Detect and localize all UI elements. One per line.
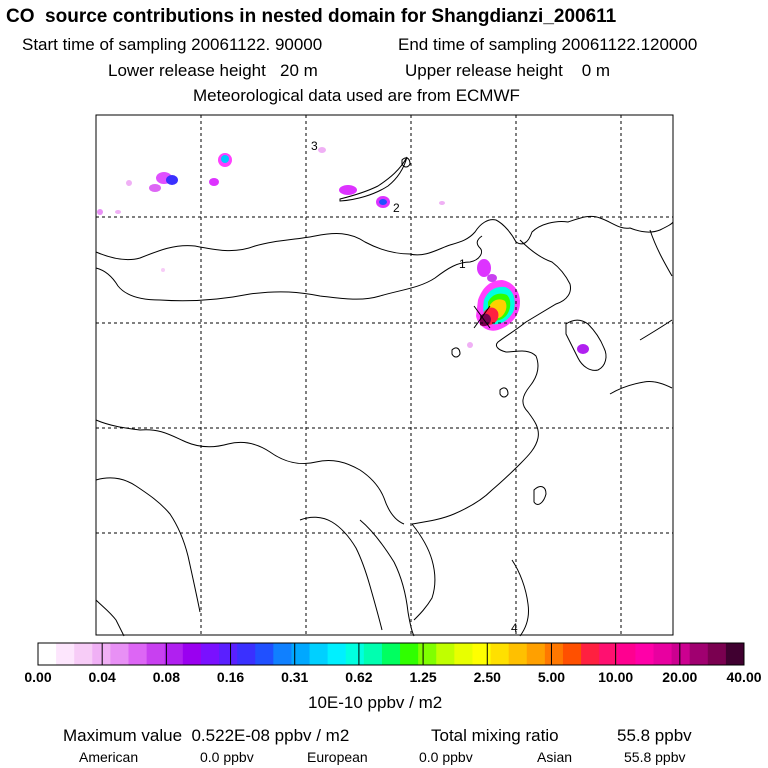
map-title: CO source contributions in nested domain… [6, 6, 617, 27]
colorbar-cell [617, 643, 636, 665]
colorbar-tick-label: 0.04 [88, 669, 116, 685]
plume-nw-4 [209, 178, 219, 186]
colorbar-cell [345, 643, 365, 665]
plume-nw-6 [97, 209, 103, 215]
colorbar-cell [599, 643, 618, 665]
colorbar-cell [219, 643, 238, 665]
colorbar-cell [255, 643, 274, 665]
colorbar-cell [562, 643, 582, 665]
plume-nw-2-core [166, 175, 178, 185]
total-mixing-ratio-value: 55.8 ppbv [617, 726, 692, 745]
plume-nw-7 [115, 210, 121, 214]
colorbar-cell [400, 643, 419, 665]
colorbar-tick-label: 40.00 [726, 669, 762, 685]
colorbar-cell [436, 643, 455, 665]
colorbar-cell [418, 643, 437, 665]
colorbar-cell [56, 643, 75, 665]
plume-nw-1-core [221, 155, 229, 163]
graticule [96, 115, 673, 635]
colorbar-tick-label: 0.62 [345, 669, 373, 685]
plume-south-speck [467, 342, 473, 348]
plume-north-speck [318, 147, 326, 153]
colorbar-cell [146, 643, 166, 665]
site-label-2: 2 [393, 201, 400, 215]
colorbar-cell [671, 643, 691, 665]
maximum-value-label: Maximum value 0.522E-08 ppbv / m2 [63, 726, 350, 745]
asian-label: Asian [537, 749, 573, 765]
plume-north [477, 259, 491, 277]
colorbar-cell [581, 643, 600, 665]
colorbar-cell [526, 643, 546, 665]
colorbar-cell [707, 643, 727, 665]
plume-baikal [339, 185, 357, 195]
coastlines [95, 156, 674, 637]
colorbar-cell [237, 643, 256, 665]
colorbar-tick-label: 0.08 [152, 669, 180, 685]
american-label: American [79, 749, 139, 765]
plume-speck-3 [161, 268, 165, 272]
colorbar-cell [273, 643, 292, 665]
met-data-label: Meteorological data used are from ECMWF [193, 86, 520, 105]
colorbar-cell [200, 643, 220, 665]
colorbar-tick-label: 20.00 [662, 669, 698, 685]
lower-release-label: Lower release height 20 m [108, 61, 318, 80]
colorbar-cell [725, 643, 745, 665]
asian-value: 55.8 ppbv [624, 749, 686, 765]
plume-speck-2 [439, 201, 445, 205]
upper-release-label: Upper release height 0 m [405, 61, 611, 80]
colorbar-cell [689, 643, 709, 665]
european-label: European [307, 749, 368, 765]
colorbar-tick-label: 5.00 [537, 669, 566, 685]
colorbar-cell [182, 643, 202, 665]
colorbar-tick-label: 1.25 [409, 669, 437, 685]
plume-nw-5 [126, 180, 132, 186]
colorbar-cell [381, 643, 401, 665]
plume-east-siberia-core [379, 199, 387, 205]
american-value: 0.0 ppbv [200, 749, 254, 765]
plume-north-2 [487, 274, 497, 282]
plume-nw-3 [149, 184, 161, 192]
total-mixing-ratio-label: Total mixing ratio [431, 726, 559, 745]
colorbar-cell [635, 643, 654, 665]
site-label-3: 3 [311, 139, 318, 153]
colorbar-unit: 10E-10 ppbv / m2 [308, 693, 443, 712]
site-label-1: 1 [459, 257, 466, 271]
start-time-label: Start time of sampling 20061122. 90000 [22, 35, 323, 54]
colorbar-cell [74, 643, 93, 665]
colorbar-cell [38, 643, 57, 665]
concentration-plumes [97, 147, 589, 354]
colorbar-cell [363, 643, 383, 665]
colorbar-frame [37, 642, 745, 666]
colorbar-cell [92, 643, 111, 665]
colorbar-tick-label: 0.16 [216, 669, 245, 685]
colorbar-cell [454, 643, 473, 665]
colorbar-tick-label: 0.00 [24, 669, 52, 685]
plume-korea [577, 344, 589, 354]
european-value: 0.0 ppbv [419, 749, 473, 765]
colorbar-tick-label: 0.31 [281, 669, 309, 685]
colorbar-cell [653, 643, 673, 665]
colorbar-cell [508, 643, 528, 665]
colorbar-cell [128, 643, 148, 665]
colorbar-tick-label: 10.00 [598, 669, 634, 685]
colorbar-cell [544, 643, 564, 665]
colorbar-cell [309, 643, 329, 665]
colorbar-cell [472, 643, 492, 665]
colorbar-cell [164, 643, 184, 665]
colorbar-cell [327, 643, 347, 665]
end-time-label: End time of sampling 20061122.120000 [398, 35, 698, 54]
colorbar-cell [490, 643, 510, 665]
receptor-site-marker [473, 305, 491, 329]
site-label-4: 4 [511, 621, 518, 635]
colorbar-tick-label: 2.50 [473, 669, 501, 685]
colorbar-cell [110, 643, 130, 665]
map-frame [95, 114, 674, 636]
colorbar-cell [291, 643, 311, 665]
